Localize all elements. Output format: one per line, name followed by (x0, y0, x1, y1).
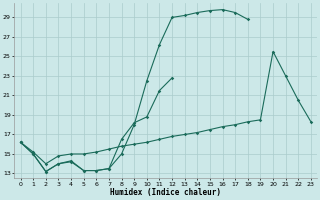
X-axis label: Humidex (Indice chaleur): Humidex (Indice chaleur) (110, 188, 221, 197)
